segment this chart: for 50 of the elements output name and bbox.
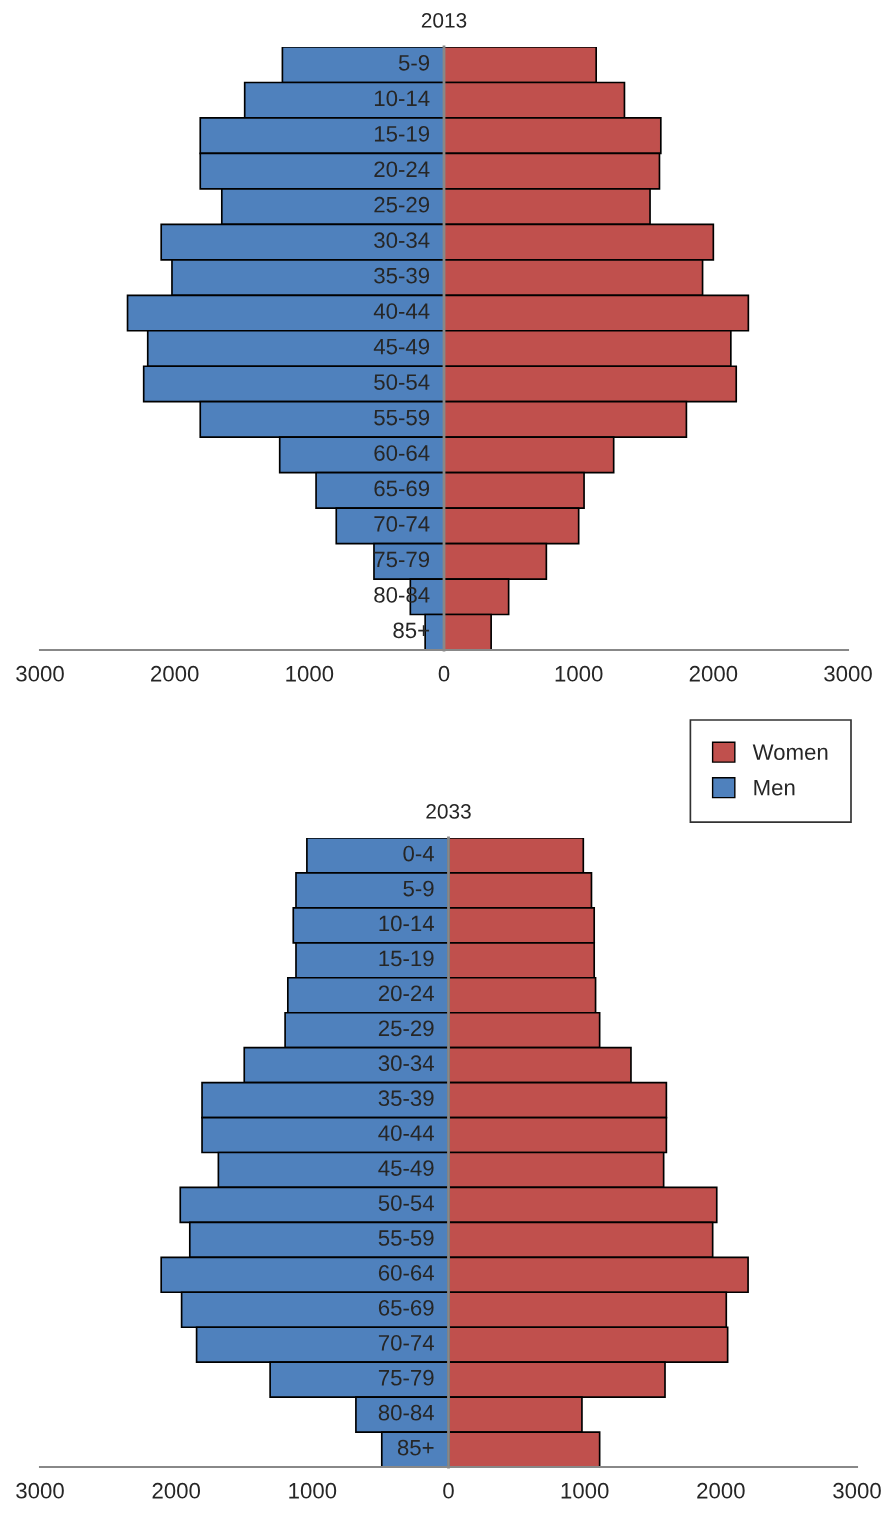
y-tick-label: 5-9: [398, 54, 430, 71]
y-tick-label: 10-14: [379, 915, 434, 932]
y-tick-label: 20-24: [378, 985, 434, 1002]
y-tick-label: 85+: [397, 1439, 434, 1456]
legend-label: Women: [752, 744, 828, 760]
x-tick-label: 1000: [289, 1482, 337, 1499]
y-tick-label: 10-14: [374, 90, 430, 107]
x-tick-label: 0: [443, 1482, 454, 1499]
x-tick-label: 2000: [697, 1482, 745, 1499]
y-tick-label: 25-29: [378, 1020, 434, 1037]
x-tick-label: 2000: [689, 665, 738, 682]
y-tick-label: 70-74: [378, 1334, 434, 1351]
x-tick-label: 3000: [833, 1482, 881, 1499]
y-tick-label: 55-59: [374, 409, 430, 426]
y-tick-label: 30-34: [378, 1055, 434, 1072]
x-tick-label: 1000: [286, 665, 334, 682]
y-tick-label: 40-44: [378, 1125, 434, 1141]
x-tick-label: 3000: [824, 665, 872, 682]
y-tick-label: 15-19: [379, 950, 434, 967]
x-tick-label: 1000: [555, 665, 603, 682]
y-tick-label: 45-49: [373, 338, 430, 355]
y-tick-label: 70-74: [374, 516, 430, 532]
y-tick-label: 80-84: [378, 1404, 434, 1421]
y-tick-label: 55-59: [378, 1230, 434, 1246]
y-tick-label: 35-39: [378, 1090, 434, 1107]
x-tick-label: 2000: [152, 1482, 201, 1499]
chart-title: 2033: [426, 804, 471, 819]
x-tick-label: 3000: [16, 665, 64, 682]
y-tick-label: 30-34: [374, 232, 430, 249]
y-tick-label: 60-64: [374, 445, 430, 461]
y-tick-label: 40-44: [373, 303, 430, 319]
y-tick-label: 15-19: [374, 125, 430, 142]
y-tick-label: 0-4: [403, 845, 434, 862]
y-tick-label: 65-69: [374, 480, 430, 497]
y-tick-label: 65-69: [378, 1299, 434, 1316]
legend-label: Men: [754, 779, 795, 796]
x-tick-label: 0: [438, 665, 450, 682]
y-tick-label: 50-54: [378, 1195, 434, 1211]
y-tick-label: 75-79: [378, 1369, 434, 1386]
y-tick-label: 20-24: [374, 161, 430, 178]
x-tick-label: 2000: [151, 665, 199, 682]
chart-title: 2013: [421, 13, 467, 28]
x-tick-label: 1000: [561, 1482, 609, 1499]
x-tick-label: 3000: [16, 1482, 64, 1499]
y-tick-label: 60-64: [378, 1265, 434, 1281]
y-tick-label: 5-9: [403, 880, 434, 897]
y-tick-label: 35-39: [374, 267, 430, 284]
y-tick-label: 50-54: [374, 374, 430, 390]
y-tick-label: 45-49: [378, 1160, 434, 1176]
y-tick-label: 25-29: [374, 196, 430, 213]
